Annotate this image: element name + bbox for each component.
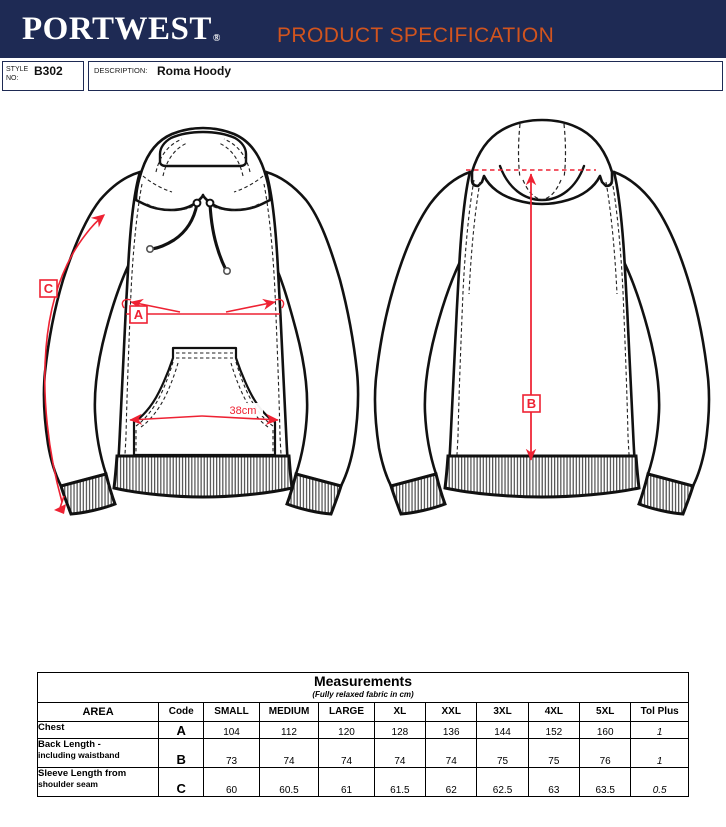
- cell-chest-large: 120: [318, 721, 375, 739]
- column-header-5xl: 5XL: [579, 702, 632, 722]
- column-header-3xl: 3XL: [476, 702, 529, 722]
- row-code-back-length: B: [158, 738, 205, 768]
- column-header-xl: XL: [373, 702, 427, 722]
- cell-chest-tol: 1: [630, 721, 689, 739]
- column-header-tol-plus: Tol Plus: [630, 702, 689, 722]
- table-title-row: Measurements (Fully relaxed fabric in cm…: [37, 672, 689, 703]
- callout-c-label: C: [44, 281, 54, 296]
- cell-sleeve-length-xxl: 62: [425, 767, 478, 797]
- cell-sleeve-length-xl: 61.5: [373, 767, 427, 797]
- cell-back-length-3xl: 75: [476, 738, 529, 768]
- row-label-chest: Chest: [36, 721, 160, 739]
- row-label-back-length-sub: including waistband: [38, 750, 120, 760]
- hoody-back-technical-drawing: B: [373, 118, 711, 516]
- portwest-logo: PORTWEST®: [22, 12, 220, 54]
- column-header-code: Code: [158, 702, 205, 722]
- cell-chest-xl: 128: [373, 721, 427, 739]
- description-label: DESCRIPTION:: [94, 66, 148, 75]
- style-no-field: STYLE NO: B302: [2, 61, 84, 91]
- row-code-chest: A: [158, 721, 205, 739]
- header-bar: PORTWEST® PRODUCT SPECIFICATION: [0, 0, 726, 58]
- cell-sleeve-length-4xl: 63: [527, 767, 581, 797]
- row-label-back-length: Back Length - including waistband: [36, 738, 160, 768]
- callout-b-label: B: [527, 396, 536, 411]
- cell-back-length-small: 73: [203, 738, 260, 768]
- style-no-label: STYLE NO:: [6, 65, 28, 83]
- description-value: Roma Hoody: [157, 64, 232, 78]
- column-header-area: AREA: [36, 702, 160, 722]
- measurements-table: Measurements (Fully relaxed fabric in cm…: [36, 672, 689, 797]
- table-row: Sleeve Length from shoulder seam C 60 60…: [36, 767, 689, 797]
- style-no-value: B302: [34, 64, 63, 78]
- technical-drawings: C A 38cm: [0, 95, 726, 525]
- registered-trademark-icon: ®: [212, 33, 221, 44]
- pocket-width-annotation: 38cm: [230, 405, 257, 417]
- description-field: DESCRIPTION: Roma Hoody: [88, 61, 723, 91]
- cell-chest-5xl: 160: [579, 721, 632, 739]
- callout-a-label: A: [134, 307, 144, 322]
- measurements-subtitle: (Fully relaxed fabric in cm): [312, 690, 414, 699]
- row-label-sleeve-length-sub: shoulder seam: [38, 779, 98, 789]
- cell-back-length-5xl: 76: [579, 738, 632, 768]
- column-header-xxl: XXL: [425, 702, 478, 722]
- cell-back-length-4xl: 75: [527, 738, 581, 768]
- column-header-small: SMALL: [203, 702, 260, 722]
- column-header-large: LARGE: [318, 702, 375, 722]
- cell-back-length-medium: 74: [258, 738, 320, 768]
- table-row: Back Length - including waistband B 73 7…: [36, 738, 689, 768]
- row-code-sleeve-length: C: [158, 767, 205, 797]
- cell-sleeve-length-3xl: 62.5: [476, 767, 529, 797]
- row-label-chest-main: Chest: [38, 722, 65, 733]
- table-title-cell: Measurements (Fully relaxed fabric in cm…: [37, 672, 689, 703]
- cell-chest-xxl: 136: [425, 721, 478, 739]
- cell-sleeve-length-medium: 60.5: [258, 767, 320, 797]
- table-header-row: AREA Code SMALL MEDIUM LARGE XL XXL 3XL …: [36, 702, 689, 722]
- cell-sleeve-length-5xl: 63.5: [579, 767, 632, 797]
- hoody-front-technical-drawing: C A 38cm: [39, 126, 360, 516]
- measurements-title: Measurements: [313, 673, 413, 689]
- column-header-medium: MEDIUM: [258, 702, 320, 722]
- cell-chest-3xl: 144: [476, 721, 529, 739]
- row-label-sleeve-length-main: Sleeve Length from: [38, 768, 127, 779]
- cell-back-length-xl: 74: [373, 738, 427, 768]
- brand-wordmark: PORTWEST: [22, 11, 212, 47]
- row-label-sleeve-length: Sleeve Length from shoulder seam: [36, 767, 160, 797]
- cell-back-length-tol: 1: [630, 738, 689, 768]
- page-title: PRODUCT SPECIFICATION: [277, 24, 555, 47]
- info-bar: STYLE NO: B302 DESCRIPTION: Roma Hoody: [0, 61, 726, 93]
- cell-chest-medium: 112: [258, 721, 320, 739]
- cell-chest-small: 104: [203, 721, 260, 739]
- cell-sleeve-length-tol: 0.5: [630, 767, 689, 797]
- row-label-back-length-main: Back Length -: [38, 739, 101, 750]
- style-no-label-line1: STYLE: [6, 66, 29, 73]
- cell-chest-4xl: 152: [527, 721, 581, 739]
- style-no-label-line2: NO:: [6, 75, 19, 82]
- cell-back-length-large: 74: [318, 738, 375, 768]
- table-row: Chest A 104 112 120 128 136 144 152 160 …: [36, 721, 689, 739]
- cell-sleeve-length-large: 61: [318, 767, 375, 797]
- cell-sleeve-length-small: 60: [203, 767, 260, 797]
- cell-back-length-xxl: 74: [425, 738, 478, 768]
- column-header-4xl: 4XL: [527, 702, 581, 722]
